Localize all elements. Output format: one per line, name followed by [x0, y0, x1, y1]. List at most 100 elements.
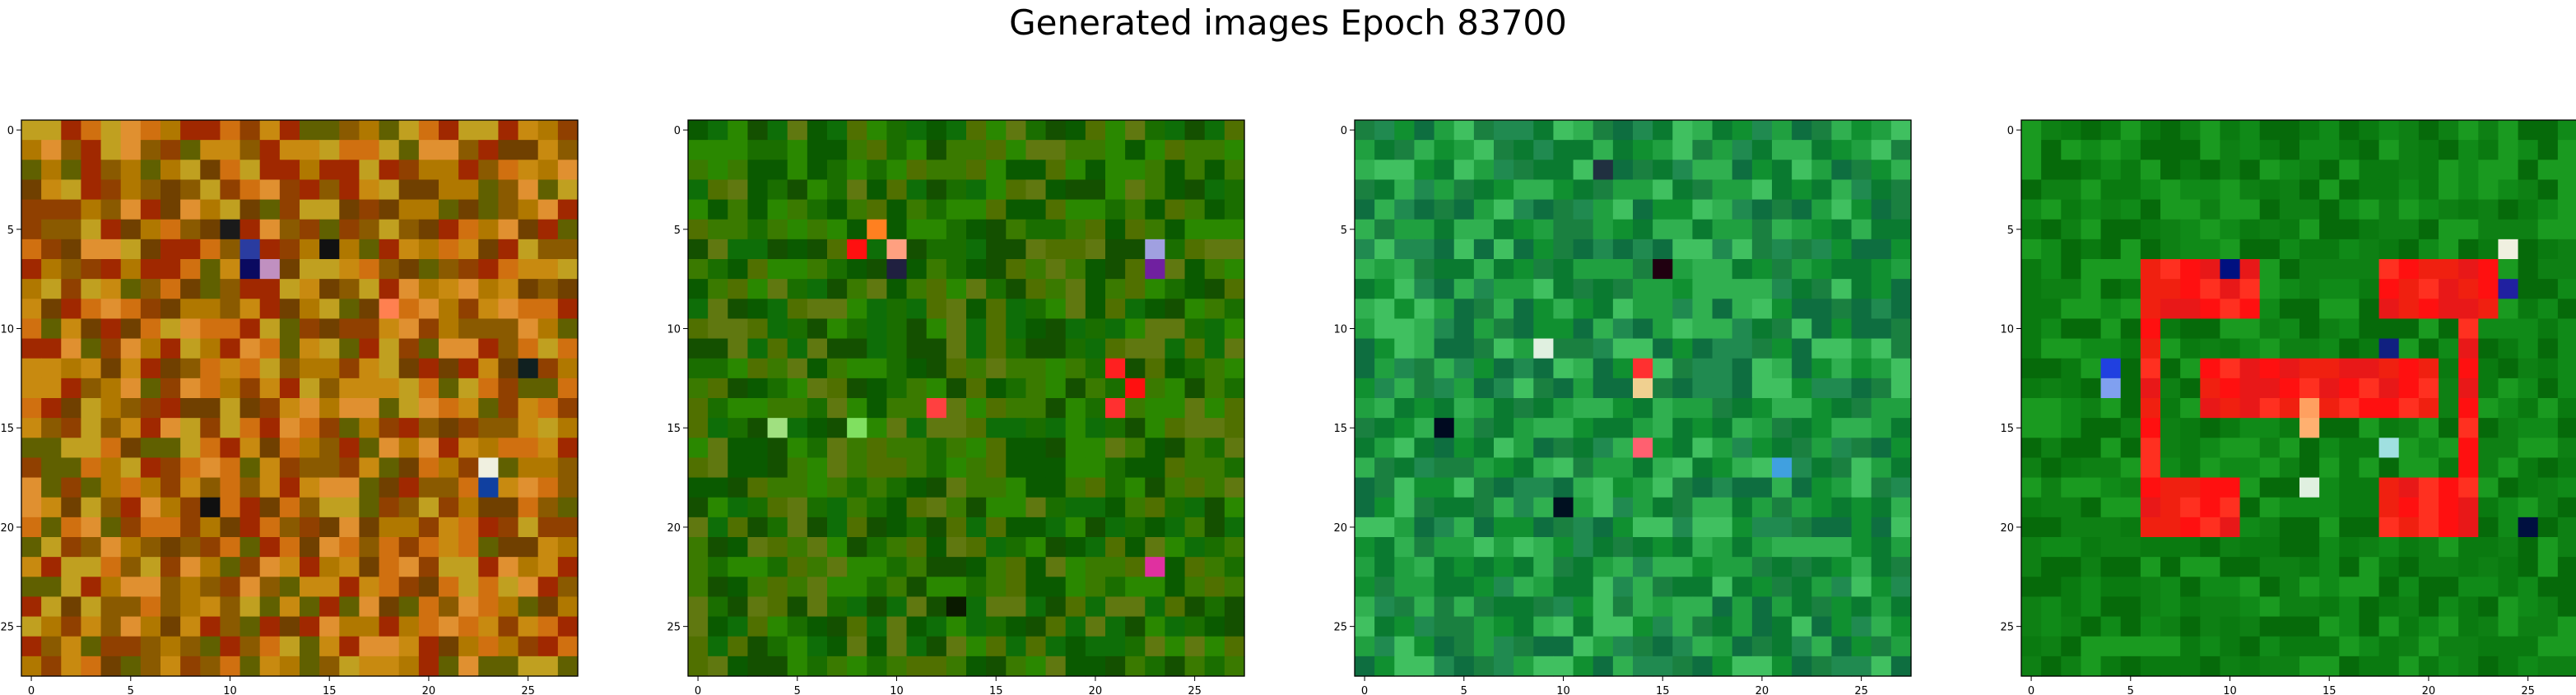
pixel-cell	[1473, 616, 1495, 637]
pixel-cell	[2418, 239, 2439, 260]
pixel-cell	[867, 636, 888, 657]
pixel-cell	[1165, 656, 1186, 677]
pixel-cell	[787, 616, 808, 637]
pixel-cell	[747, 219, 769, 240]
pixel-cell	[1712, 418, 1733, 438]
pixel-cell	[1573, 120, 1594, 141]
pixel-cell	[2478, 378, 2499, 399]
pixel-cell	[81, 438, 102, 459]
pixel-cell	[300, 497, 320, 518]
pixel-cell	[1712, 477, 1733, 498]
pixel-cell	[2398, 259, 2420, 280]
pixel-cell	[1414, 338, 1435, 359]
pixel-cell	[2518, 160, 2539, 181]
pixel-cell	[1374, 636, 1395, 657]
pixel-cell	[458, 398, 479, 419]
pixel-cell	[81, 537, 102, 558]
pixel-cell	[966, 219, 987, 240]
pixel-cell	[1573, 299, 1594, 320]
pixel-cell	[279, 517, 300, 538]
pixel-cell	[1573, 160, 1594, 181]
pixel-cell	[2239, 338, 2261, 359]
pixel-cell	[867, 140, 888, 160]
pixel-cell	[767, 398, 788, 419]
pixel-cell	[319, 636, 340, 657]
pixel-cell	[518, 219, 539, 240]
pixel-cell	[2061, 418, 2082, 438]
pixel-cell	[2140, 219, 2161, 240]
pixel-cell	[339, 239, 360, 260]
pixel-cell	[61, 557, 82, 577]
pixel-cell	[708, 596, 728, 618]
pixel-cell	[1871, 438, 1892, 459]
pixel-cell	[2021, 656, 2042, 677]
pixel-cell	[1125, 318, 1146, 340]
pixel-cell	[300, 438, 320, 459]
pixel-cell	[827, 358, 848, 379]
pixel-cell	[1751, 378, 1773, 399]
pixel-cell	[2339, 438, 2360, 459]
pixel-cell	[1831, 457, 1853, 479]
pixel-cell	[2220, 219, 2241, 240]
pixel-cell	[1184, 596, 1206, 618]
pixel-cell	[300, 537, 320, 558]
pixel-cell	[2299, 636, 2320, 657]
pixel-cell	[1792, 616, 1812, 637]
pixel-cell	[259, 596, 281, 618]
pixel-cell	[767, 438, 788, 459]
pixel-cell	[1224, 438, 1245, 459]
pixel-cell	[1065, 199, 1086, 220]
pixel-cell	[708, 477, 728, 498]
pixel-cell	[2478, 398, 2499, 419]
pixel-cell	[2200, 636, 2221, 657]
y-tick-label: 20	[667, 522, 681, 535]
pixel-cell	[1672, 239, 1694, 260]
pixel-cell	[518, 140, 539, 160]
pixel-cell	[1831, 537, 1853, 558]
pixel-cell	[787, 477, 808, 498]
pixel-cell	[1006, 318, 1027, 340]
pixel-cell	[1772, 636, 1793, 657]
pixel-cell	[2160, 636, 2181, 657]
pixel-cell	[1125, 457, 1146, 479]
pixel-cell	[827, 179, 848, 201]
pixel-cell	[1672, 577, 1694, 598]
pixel-cell	[220, 199, 241, 220]
pixel-cell	[1573, 656, 1594, 677]
pixel-cell	[200, 477, 221, 498]
pixel-cell	[2140, 318, 2161, 340]
pixel-cell	[728, 616, 749, 637]
pixel-cell	[1633, 596, 1653, 618]
pixel-cell	[279, 557, 300, 577]
pixel-cell	[1434, 636, 1455, 657]
pixel-cell	[1165, 239, 1186, 260]
pixel-cell	[2378, 557, 2400, 577]
pixel-cell	[2021, 477, 2042, 498]
pixel-cell	[728, 497, 749, 518]
pixel-cell	[2398, 438, 2420, 459]
pixel-cell	[61, 418, 82, 438]
pixel-cell	[1025, 577, 1047, 598]
pixel-cell	[1145, 418, 1166, 438]
pixel-cell	[2081, 438, 2102, 459]
pixel-cell	[359, 557, 380, 577]
pixel-cell	[1125, 477, 1146, 498]
pixel-cell	[300, 577, 320, 598]
pixel-cell	[180, 616, 201, 637]
pixel-cell	[120, 160, 142, 181]
pixel-cell	[2081, 179, 2102, 201]
pixel-cell	[2478, 259, 2499, 280]
pixel-cell	[2259, 517, 2281, 538]
pixel-cell	[398, 656, 420, 677]
pixel-cell	[319, 140, 340, 160]
pixel-cell	[359, 140, 380, 160]
pixel-cell	[1145, 299, 1166, 320]
pixel-cell	[1514, 358, 1534, 379]
pixel-cell	[359, 577, 380, 598]
pixel-cell	[1414, 259, 1435, 280]
pixel-cell	[2021, 160, 2042, 181]
pixel-cell	[886, 477, 908, 498]
pixel-cell	[867, 199, 888, 220]
pixel-cell	[767, 477, 788, 498]
pixel-cell	[1414, 577, 1435, 598]
